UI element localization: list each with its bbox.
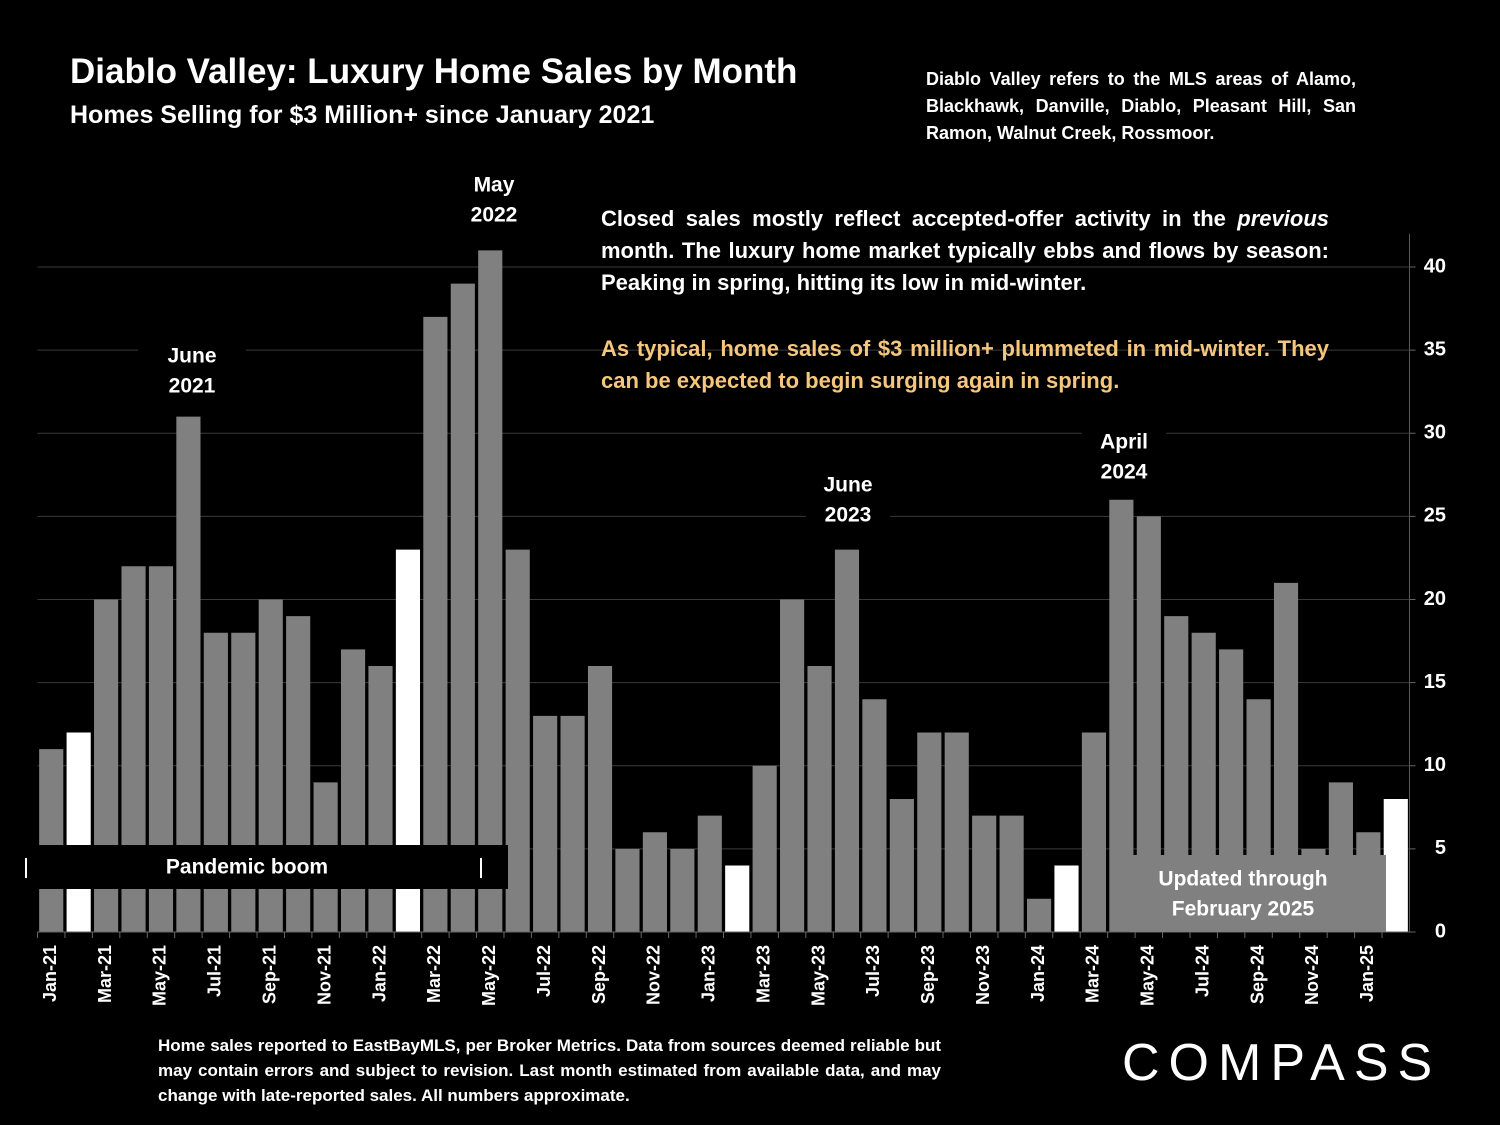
x-tick-label: Jan-25 <box>1357 945 1377 1002</box>
x-tick-label: Nov-21 <box>314 945 334 1005</box>
y-tick-label: 15 <box>1424 671 1446 693</box>
bar <box>697 815 722 932</box>
y-tick-label: 20 <box>1424 588 1446 610</box>
bar <box>505 549 530 932</box>
x-tick-label: Sep-24 <box>1247 945 1267 1004</box>
x-tick-label: Nov-23 <box>973 945 993 1005</box>
x-tick-label: Mar-22 <box>424 945 444 1003</box>
area-note: Diablo Valley refers to the MLS areas of… <box>926 69 1356 143</box>
annotation: 2024 <box>1101 461 1148 484</box>
annotation: June <box>823 474 872 497</box>
bar <box>670 848 695 932</box>
period-box <box>22 845 508 889</box>
bar <box>66 732 91 932</box>
x-tick-label: Jul-22 <box>534 945 554 997</box>
annotation: April <box>1100 431 1148 454</box>
bar <box>862 699 887 932</box>
bar <box>807 666 832 932</box>
bar <box>999 815 1024 932</box>
y-tick-label: 30 <box>1424 422 1446 444</box>
period-label: Pandemic boom <box>166 856 328 879</box>
bar <box>1109 499 1134 932</box>
annotation: June <box>167 345 216 368</box>
bar <box>725 865 750 932</box>
bar <box>533 715 558 932</box>
bar <box>972 815 997 932</box>
bar <box>1054 865 1079 932</box>
updated-box <box>1130 855 1386 932</box>
text: Closed sales mostly reflect accepted-off… <box>601 206 1238 231</box>
annotation: 2023 <box>825 504 872 527</box>
logo: COMPASS <box>1122 1034 1442 1092</box>
bar <box>368 666 393 932</box>
x-tick-label: May-22 <box>479 945 499 1006</box>
x-tick-label: May-24 <box>1138 945 1158 1006</box>
x-tick-label: Sep-23 <box>918 945 938 1004</box>
bar <box>340 649 366 932</box>
x-tick-label: May-21 <box>150 945 170 1006</box>
bar <box>450 283 475 932</box>
bar <box>39 749 64 932</box>
annotation-bg <box>1082 427 1166 489</box>
x-tick-label: Jul-23 <box>863 945 883 997</box>
x-tick-label: May-23 <box>808 945 828 1006</box>
bar <box>752 765 777 932</box>
x-tick-label: Sep-21 <box>259 945 279 1004</box>
bar <box>889 799 914 932</box>
annotation-bg <box>806 470 890 532</box>
y-tick-label: 5 <box>1435 837 1446 859</box>
x-tick-label: Mar-21 <box>95 945 115 1003</box>
x-tick-label: Jan-21 <box>40 945 60 1002</box>
annotation: 2022 <box>471 204 518 227</box>
chart-subtitle: Homes Selling for $3 Million+ since Janu… <box>70 101 655 129</box>
text: As typical, home sales of $3 million+ pl… <box>601 336 1329 393</box>
bar <box>560 715 585 932</box>
updated-label: Updated through <box>1158 868 1327 891</box>
commentary: Closed sales mostly reflect accepted-off… <box>601 203 1329 299</box>
chart-title: Diablo Valley: Luxury Home Sales by Mont… <box>70 52 798 91</box>
x-tick-label: Jul-24 <box>1192 945 1212 997</box>
x-tick-label: Mar-23 <box>753 945 773 1003</box>
updated-label: February 2025 <box>1172 898 1315 921</box>
bar <box>1383 799 1408 932</box>
bar <box>478 250 503 932</box>
bar <box>615 848 640 932</box>
bar <box>1081 732 1107 932</box>
y-tick-label: 0 <box>1435 920 1446 942</box>
text: month. The luxury home market typically … <box>601 238 1329 295</box>
x-tick-label: Mar-24 <box>1083 945 1103 1003</box>
x-tick-label: Jan-22 <box>369 945 389 1002</box>
bar <box>834 549 860 932</box>
x-tick-label: Nov-24 <box>1302 945 1322 1005</box>
bar <box>1026 898 1052 932</box>
annotation-bg <box>138 341 246 403</box>
x-tick-label: Nov-22 <box>644 945 664 1005</box>
y-tick-label: 35 <box>1424 338 1446 360</box>
commentary: As typical, home sales of $3 million+ pl… <box>601 333 1329 397</box>
bar <box>642 832 667 932</box>
annotation: May <box>474 174 515 197</box>
y-tick-label: 10 <box>1424 754 1446 776</box>
bar <box>780 599 805 932</box>
bar <box>917 732 942 932</box>
y-tick-label: 25 <box>1424 505 1446 527</box>
x-tick-label: Jan-23 <box>699 945 719 1002</box>
annotation: 2021 <box>169 375 216 398</box>
text: previous <box>1237 206 1329 231</box>
bar <box>587 666 613 932</box>
x-tick-label: Sep-22 <box>589 945 609 1004</box>
x-tick-label: Jan-24 <box>1028 945 1048 1002</box>
bar <box>423 316 448 932</box>
x-tick-label: Jul-21 <box>205 945 225 997</box>
y-tick-label: 40 <box>1424 255 1446 277</box>
bar <box>944 732 969 932</box>
footer-note: Home sales reported to EastBayMLS, per B… <box>158 1036 941 1105</box>
